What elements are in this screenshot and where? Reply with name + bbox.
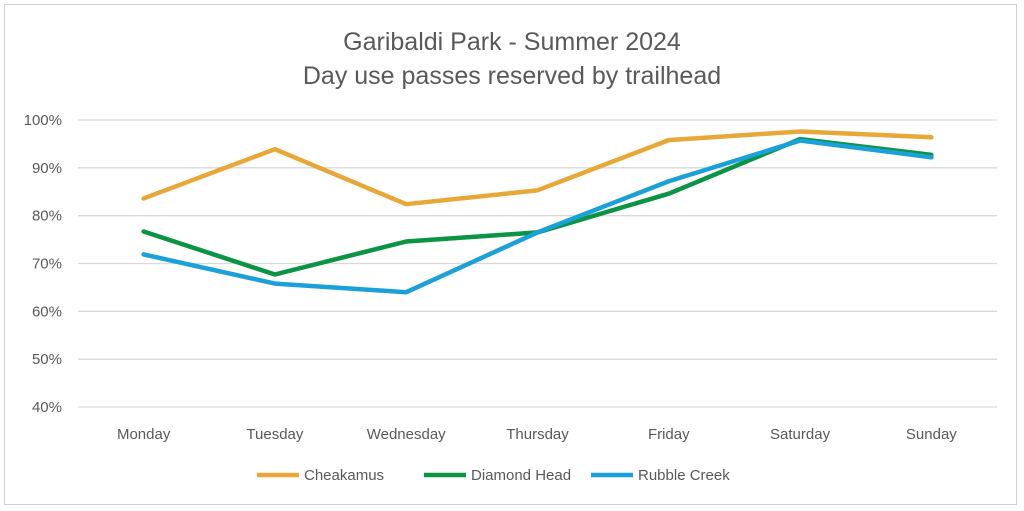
chart-subtitle: Day use passes reserved by trailhead [303, 62, 721, 90]
x-tick-label: Wednesday [367, 426, 446, 443]
x-tick-label: Saturday [770, 426, 831, 443]
x-tick-label: Thursday [506, 426, 569, 443]
y-tick-label: 60% [32, 303, 62, 320]
series-line-rubble-creek [141, 138, 934, 295]
x-tick-label: Sunday [906, 426, 957, 443]
legend-label: Diamond Head [471, 467, 571, 484]
legend-label: Cheakamus [304, 467, 384, 484]
x-tick-label: Friday [648, 426, 690, 443]
x-tick-label: Tuesday [246, 426, 303, 443]
y-tick-label: 80% [32, 208, 62, 225]
series-line-cheakamus [141, 129, 934, 207]
y-tick-label: 90% [32, 160, 62, 177]
y-tick-label: 50% [32, 351, 62, 368]
y-tick-label: 100% [24, 112, 62, 129]
chart-frame [4, 4, 1017, 505]
x-tick-label: Monday [117, 426, 171, 443]
legend-label: Rubble Creek [638, 467, 730, 484]
series-line-diamond-head [141, 136, 934, 277]
chart-title: Garibaldi Park - Summer 2024 [343, 28, 681, 56]
y-tick-label: 40% [32, 399, 62, 416]
y-tick-label: 70% [32, 256, 62, 273]
